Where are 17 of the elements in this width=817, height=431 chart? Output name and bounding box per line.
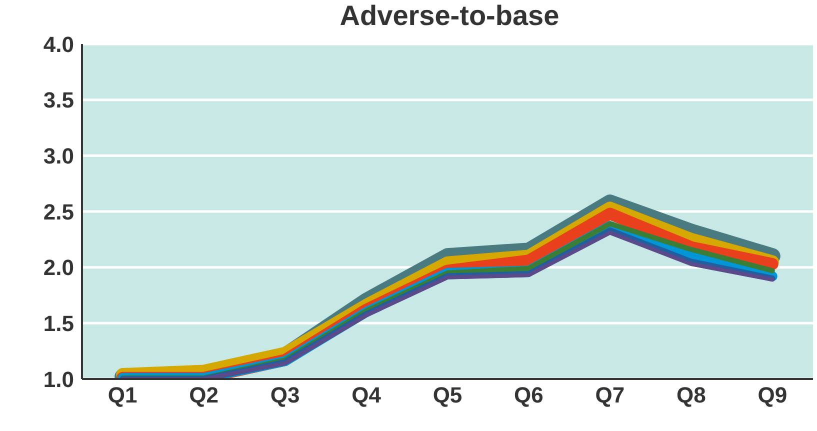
- x-tick-label: Q4: [352, 382, 382, 408]
- x-tick-label: Q8: [676, 382, 706, 408]
- x-tick-label: Q3: [270, 382, 300, 408]
- x-tick-label: Q2: [189, 382, 219, 408]
- y-tick-label: 1.5: [43, 310, 74, 336]
- y-tick-label: 2.5: [43, 199, 74, 224]
- y-tick-label: 2.0: [43, 255, 74, 280]
- x-tick-label: Q1: [108, 382, 138, 408]
- x-tick-label: Q9: [758, 382, 788, 408]
- x-tick-label: Q6: [514, 382, 544, 408]
- chart-title: Adverse-to-base: [338, 0, 560, 32]
- x-tick-label: Q5: [432, 382, 462, 408]
- y-tick-label: 3.0: [43, 143, 74, 168]
- y-tick-label: 3.5: [43, 88, 74, 113]
- y-tick-label: 1.0: [43, 366, 74, 392]
- x-tick-label: Q7: [595, 382, 625, 408]
- y-tick-label: 4.0: [43, 32, 74, 57]
